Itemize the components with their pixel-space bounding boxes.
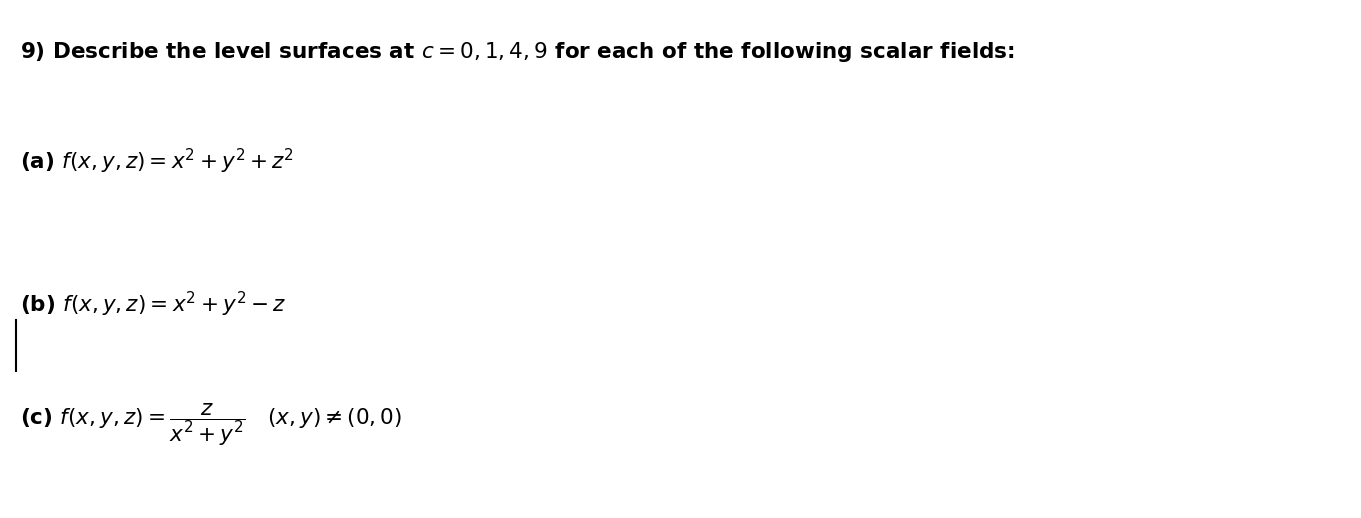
Text: (b) $f(x, y, z) = x^2 + y^2 - z$: (b) $f(x, y, z) = x^2 + y^2 - z$ bbox=[20, 290, 287, 319]
Text: (c) $f(x, y, z) = \dfrac{z}{x^2+y^2}\quad (x, y) \neq (0, 0)$: (c) $f(x, y, z) = \dfrac{z}{x^2+y^2}\qua… bbox=[20, 401, 403, 448]
Text: (a) $f(x, y, z) = x^2 + y^2 + z^2$: (a) $f(x, y, z) = x^2 + y^2 + z^2$ bbox=[20, 147, 294, 176]
Text: 9) Describe the level surfaces at $c = 0, 1, 4, 9$ for each of the following sca: 9) Describe the level surfaces at $c = 0… bbox=[20, 40, 1015, 64]
